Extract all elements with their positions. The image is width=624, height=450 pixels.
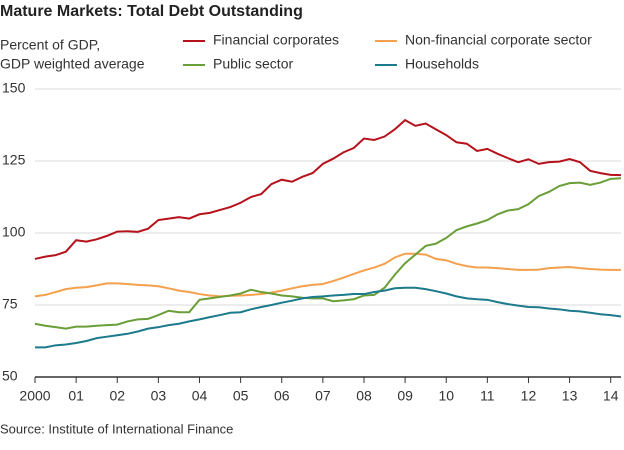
data-line — [34, 252, 621, 298]
x-tick-label: 13 — [562, 388, 578, 404]
y-axis-label: Percent of GDP, — [0, 37, 100, 53]
x-tick-label: 03 — [151, 388, 167, 404]
legend-label: Non-financial corporate sector — [405, 32, 592, 48]
x-tick-label: 06 — [274, 388, 290, 404]
x-tick-label: 01 — [68, 388, 84, 404]
legend-label: Financial corporates — [213, 32, 339, 48]
source: Source: Institute of International Finan… — [0, 421, 233, 436]
x-tick-label: 04 — [192, 388, 208, 404]
data-line — [34, 177, 622, 330]
y-tick-label: 100 — [2, 224, 26, 240]
y-tick-label: 50 — [2, 368, 18, 384]
x-tick-label: 10 — [438, 388, 454, 404]
chart-title: Mature Markets: Total Debt Outstanding — [0, 3, 303, 20]
x-tick-label: 08 — [356, 388, 372, 404]
x-tick-label: 09 — [397, 388, 413, 404]
x-tick-label: 14 — [603, 388, 619, 404]
data-line — [35, 286, 622, 349]
legend-label: Public sector — [213, 56, 293, 72]
x-tick-label: 07 — [315, 388, 331, 404]
x-tick-label: 11 — [480, 388, 495, 404]
data-line — [34, 118, 622, 260]
x-tick-label: 12 — [521, 388, 537, 404]
y-tick-label: 125 — [2, 152, 26, 168]
y-tick-label: 75 — [2, 296, 18, 312]
x-tick-label: 02 — [109, 388, 125, 404]
y-axis-label: GDP weighted average — [0, 56, 145, 72]
x-tick-label: 2000 — [19, 388, 50, 404]
y-tick-label: 150 — [2, 80, 26, 96]
x-tick-label: 05 — [233, 388, 249, 404]
legend-label: Households — [405, 56, 479, 72]
